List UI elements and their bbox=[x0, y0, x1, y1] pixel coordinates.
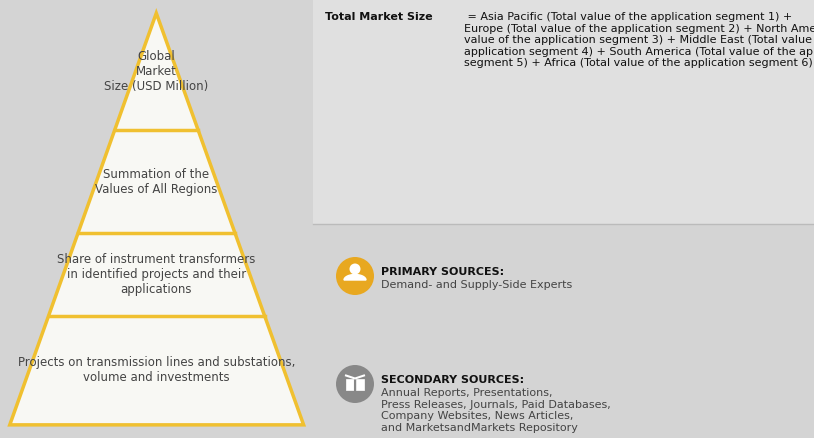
FancyBboxPatch shape bbox=[313, 0, 814, 224]
FancyBboxPatch shape bbox=[0, 0, 313, 438]
Text: = Asia Pacific (Total value of the application segment 1) +
Europe (Total value : = Asia Pacific (Total value of the appli… bbox=[464, 12, 814, 68]
FancyBboxPatch shape bbox=[346, 378, 354, 389]
Polygon shape bbox=[10, 13, 304, 425]
Circle shape bbox=[336, 365, 374, 403]
Text: Total Market Size: Total Market Size bbox=[325, 12, 432, 22]
Text: Annual Reports, Presentations,
Press Releases, Journals, Paid Databases,
Company: Annual Reports, Presentations, Press Rel… bbox=[381, 388, 610, 433]
Text: Summation of the
Values of All Regions: Summation of the Values of All Regions bbox=[95, 168, 217, 196]
FancyBboxPatch shape bbox=[313, 224, 814, 438]
Text: PRIMARY SOURCES:: PRIMARY SOURCES: bbox=[381, 267, 504, 277]
Polygon shape bbox=[344, 275, 366, 280]
Text: SECONDARY SOURCES:: SECONDARY SOURCES: bbox=[381, 375, 524, 385]
FancyBboxPatch shape bbox=[356, 378, 364, 389]
Circle shape bbox=[349, 264, 361, 275]
Text: Projects on transmission lines and substations,
volume and investments: Projects on transmission lines and subst… bbox=[18, 356, 295, 384]
Circle shape bbox=[336, 257, 374, 295]
Text: Global
Market
Size (USD Million): Global Market Size (USD Million) bbox=[104, 50, 208, 93]
Text: Share of instrument transformers
in identified projects and their
applications: Share of instrument transformers in iden… bbox=[57, 253, 256, 296]
Text: Demand- and Supply-Side Experts: Demand- and Supply-Side Experts bbox=[381, 280, 572, 290]
